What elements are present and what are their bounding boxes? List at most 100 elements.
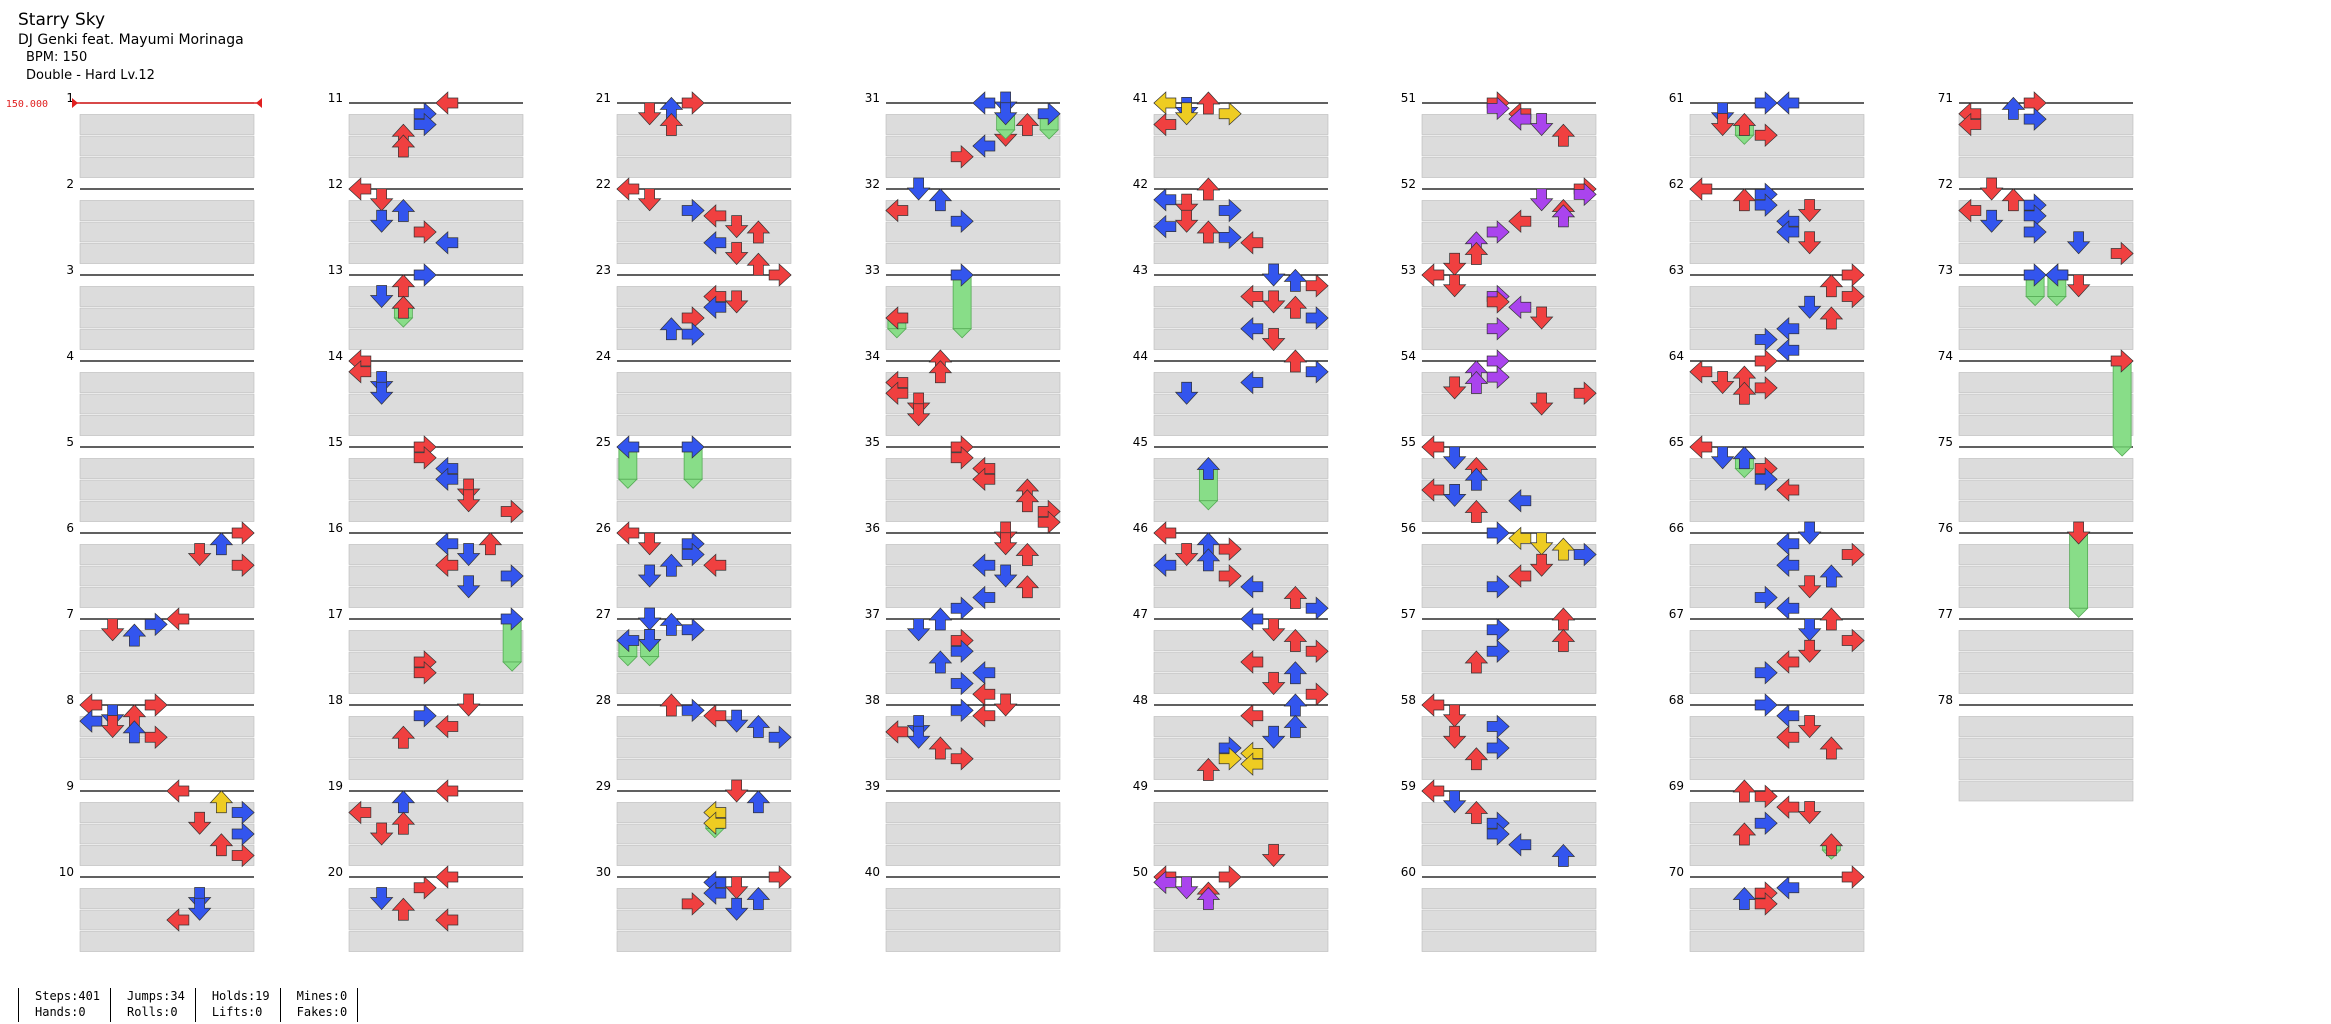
arrow-up-icon bbox=[391, 897, 416, 921]
measure-number: 25 bbox=[596, 435, 611, 449]
measure-number: 21 bbox=[596, 91, 611, 105]
beat-band bbox=[885, 157, 1061, 178]
beat-band bbox=[885, 372, 1061, 393]
beat-band bbox=[1689, 931, 1865, 952]
beat-band bbox=[1689, 909, 1865, 931]
beat-band bbox=[1958, 737, 2134, 759]
measure-number: 38 bbox=[865, 693, 880, 707]
measure-number: 48 bbox=[1133, 693, 1148, 707]
arrow-left-icon bbox=[1421, 779, 1445, 803]
beat-band bbox=[1958, 372, 2134, 393]
beat-band bbox=[79, 243, 255, 264]
measure-number: 16 bbox=[328, 521, 343, 535]
beat-band bbox=[885, 931, 1061, 952]
arrow-down-icon bbox=[456, 693, 481, 717]
arrow-down-icon bbox=[1261, 263, 1286, 287]
measure-number: 56 bbox=[1401, 521, 1416, 535]
arrow-left-icon bbox=[1776, 596, 1800, 621]
arrow-right-icon bbox=[1037, 510, 1061, 535]
measure-number: 52 bbox=[1401, 177, 1416, 191]
arrow-up-icon bbox=[1196, 177, 1221, 201]
arrow-down-icon bbox=[1442, 376, 1467, 400]
beat-band bbox=[1421, 673, 1597, 694]
arrow-down-icon bbox=[1174, 543, 1199, 567]
arrow-left-icon bbox=[435, 779, 459, 803]
beat-band bbox=[885, 243, 1061, 264]
beat-band bbox=[616, 737, 792, 759]
beat-band bbox=[79, 716, 255, 737]
arrow-down-icon bbox=[369, 822, 394, 846]
arrow-up-icon bbox=[1196, 456, 1221, 480]
beat-band bbox=[1421, 243, 1597, 264]
arrow-right-icon bbox=[950, 671, 974, 696]
measure-number: 54 bbox=[1401, 349, 1416, 363]
beat-band bbox=[79, 802, 255, 823]
measure-number: 29 bbox=[596, 779, 611, 793]
beat-band bbox=[1153, 802, 1329, 823]
arrow-right-icon bbox=[1573, 182, 1597, 207]
beat-band bbox=[1421, 157, 1597, 178]
arrow-left-icon bbox=[616, 628, 640, 653]
measure-number: 43 bbox=[1133, 263, 1148, 277]
measure-number: 14 bbox=[328, 349, 343, 363]
arrow-up-icon bbox=[209, 790, 234, 814]
arrow-down-icon bbox=[1710, 371, 1735, 395]
beat-band bbox=[1153, 393, 1329, 415]
arrow-left-icon bbox=[1240, 230, 1264, 255]
beat-band bbox=[348, 307, 524, 329]
arrow-down-icon bbox=[369, 381, 394, 405]
arrow-down-icon bbox=[1442, 252, 1467, 276]
hold-tail bbox=[952, 328, 973, 339]
arrow-up-icon bbox=[1464, 241, 1489, 265]
beat-band bbox=[885, 286, 1061, 307]
beat-band bbox=[1421, 759, 1597, 780]
measure-number: 9 bbox=[66, 779, 74, 793]
arrow-left-icon bbox=[1776, 478, 1800, 502]
arrow-right-icon bbox=[231, 822, 255, 846]
arrow-up-icon bbox=[1819, 833, 1844, 857]
beat-band bbox=[1421, 307, 1597, 329]
measure-number: 73 bbox=[1938, 263, 1953, 277]
beat-band bbox=[79, 565, 255, 587]
arrow-down-icon bbox=[1797, 199, 1822, 223]
beat-band bbox=[1153, 759, 1329, 780]
arrow-left-icon bbox=[1776, 316, 1800, 341]
arrow-down-icon bbox=[1529, 392, 1554, 416]
beat-band bbox=[79, 415, 255, 436]
arrow-left-icon bbox=[1421, 693, 1445, 717]
arrow-down-icon bbox=[369, 188, 394, 212]
measure-number: 30 bbox=[596, 865, 611, 879]
beat-band bbox=[616, 716, 792, 737]
beat-band bbox=[348, 243, 524, 264]
arrow-up-icon bbox=[1015, 489, 1040, 513]
arrow-down-icon bbox=[724, 876, 749, 900]
beat-band bbox=[1421, 458, 1597, 479]
stat-steps: Steps:401 bbox=[35, 989, 101, 1003]
beat-band bbox=[616, 673, 792, 694]
arrow-left-icon bbox=[1240, 752, 1264, 776]
measure-number: 45 bbox=[1133, 435, 1148, 449]
stat-mines: Mines:0 bbox=[296, 989, 348, 1003]
arrow-up-icon bbox=[1283, 693, 1308, 717]
beat-band bbox=[348, 673, 524, 694]
arrow-down-icon bbox=[1979, 177, 2004, 201]
arrow-up-icon bbox=[928, 736, 953, 760]
measure-number: 64 bbox=[1669, 349, 1684, 363]
beat-band bbox=[616, 221, 792, 243]
arrow-right-icon bbox=[1486, 96, 1510, 121]
song-bpm: BPM: 150 bbox=[26, 50, 88, 65]
beat-band bbox=[348, 587, 524, 608]
hold-tail bbox=[1039, 129, 1060, 140]
arrow-right-icon bbox=[1486, 316, 1510, 341]
beat-band bbox=[79, 329, 255, 350]
arrow-down-icon bbox=[2066, 274, 2091, 298]
arrow-right-icon bbox=[768, 263, 792, 287]
beat-band bbox=[348, 157, 524, 178]
arrow-up-icon bbox=[928, 188, 953, 212]
arrow-left-icon bbox=[1153, 187, 1177, 212]
arrow-right-icon bbox=[950, 746, 974, 771]
measure-number: 13 bbox=[328, 263, 343, 277]
arrow-left-icon bbox=[1776, 91, 1800, 115]
beat-band bbox=[1689, 737, 1865, 759]
arrow-down-icon bbox=[2066, 231, 2091, 255]
